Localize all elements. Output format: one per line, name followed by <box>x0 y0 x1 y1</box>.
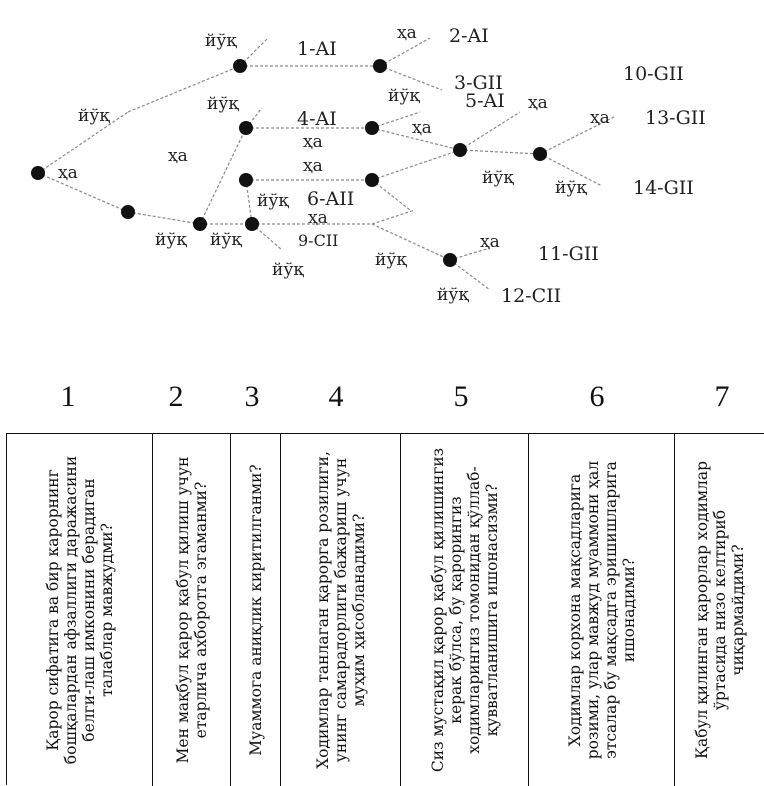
outcome-label: 9-CII <box>298 231 338 250</box>
table-cell: Қарор сифатига ва бир карорнинг бошқалар… <box>7 434 153 786</box>
column-number: 1 <box>60 380 76 413</box>
branch-label-yes: ҳа <box>303 132 323 152</box>
branch-label-yes: ҳа <box>397 23 417 43</box>
tree-node <box>443 253 457 267</box>
table-cell: Ходимлар танлаган қарорга розилиги, унин… <box>281 434 401 786</box>
outcome-label: 5-AI <box>465 90 505 112</box>
branch-label-yes: ҳа <box>412 118 432 138</box>
tree-node <box>31 166 45 180</box>
question-text: Ходимлар танлаган қарорга розилиги, унин… <box>313 451 368 769</box>
outcome-label: 11-GII <box>538 243 599 265</box>
tree-node <box>193 217 207 231</box>
tree-node <box>121 205 135 219</box>
branch-label-no: йўқ <box>207 94 239 114</box>
decision-tree: йўқ йўқ ҳа ҳа йўқ ҳа йўқ ҳа ҳа ҳа ҳа ҳа … <box>31 23 706 307</box>
branch-label-no: йўқ <box>437 285 469 305</box>
column-number: 6 <box>589 380 605 413</box>
branch-label-yes: ҳа <box>58 163 78 183</box>
branch-label-no: йўқ <box>272 260 304 280</box>
tree-node <box>373 59 387 73</box>
column-number: 2 <box>168 380 184 413</box>
outcome-label: 4-AI <box>297 108 337 130</box>
question-text: Ходимлар корхона мақсадларига розими, ул… <box>565 460 638 760</box>
tree-node <box>533 147 547 161</box>
column-number: 7 <box>714 380 730 413</box>
branch-label-yes: ҳа <box>590 108 610 128</box>
branch-label-yes: ҳа <box>308 208 328 228</box>
tree-node <box>233 59 247 73</box>
outcome-label: 6-AII <box>307 188 354 210</box>
tree-node <box>365 173 379 187</box>
branch-label-no: йўқ <box>205 31 237 51</box>
branch-label-no: йўқ <box>257 191 289 211</box>
branch-label-no: йўқ <box>375 250 407 270</box>
branch-label-yes: ҳа <box>480 232 500 252</box>
question-text: Қабул қилинган қарорлар ходимлар ўртасид… <box>692 460 747 760</box>
outcome-label: 12-CII <box>501 285 561 307</box>
outcome-label: 10-GII <box>623 63 684 85</box>
branch-label-no: йўқ <box>555 178 587 198</box>
outcome-label: 3-GII <box>454 72 503 94</box>
tree-node <box>239 173 253 187</box>
table-cell: Муаммога аниқлик киритилганми? <box>231 434 281 786</box>
branch-label-no: йўқ <box>210 230 242 250</box>
branch-label-no: йўқ <box>78 106 110 126</box>
outcome-label: 1-AI <box>297 38 337 60</box>
table-cell: Қабул қилинган қарорлар ходимлар ўртасид… <box>675 434 764 786</box>
tree-node <box>239 121 253 135</box>
table-cell: Ходимлар корхона мақсадларига розими, ул… <box>529 434 675 786</box>
column-number: 5 <box>453 380 469 413</box>
questions-table: Қарор сифатига ва бир карорнинг бошқалар… <box>6 433 764 786</box>
branch-label-yes: ҳа <box>528 93 548 113</box>
column-number: 4 <box>328 380 344 413</box>
table-cell: Мен мақбул қарор қабул қилиш учун етарли… <box>153 434 231 786</box>
tree-node <box>453 143 467 157</box>
outcome-label: 2-AI <box>449 25 489 47</box>
branch-label-no: йўқ <box>482 168 514 188</box>
tree-node <box>245 217 259 231</box>
table-cell: Сиз мустақил қарор қабул қилишингиз кера… <box>401 434 529 786</box>
outcome-label: 13-GII <box>645 107 706 129</box>
question-text: Сиз мустақил қарор қабул қилишингиз кера… <box>428 447 501 773</box>
tree-node <box>365 121 379 135</box>
outcome-label: 14-GII <box>633 177 694 199</box>
branch-label-no: йўқ <box>155 230 187 250</box>
question-text: Муаммога аниқлик киритилганми? <box>246 464 265 756</box>
branch-label-yes: ҳа <box>168 146 188 166</box>
branch-label-yes: ҳа <box>303 156 323 176</box>
branch-label-no: йўқ <box>388 86 420 106</box>
column-number: 3 <box>244 380 260 413</box>
question-text: Қарор сифатига ва бир карорнинг бошқалар… <box>43 455 116 765</box>
question-text: Мен мақбул қарор қабул қилиш учун етарли… <box>173 456 210 764</box>
